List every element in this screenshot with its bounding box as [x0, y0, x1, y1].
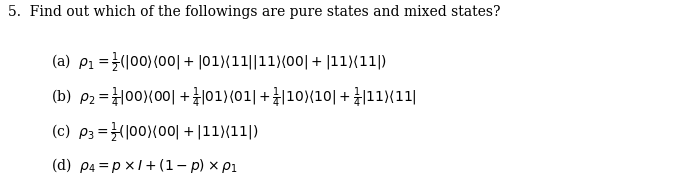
- Text: (d)  $\rho_4 = p \times I + (1-p) \times \rho_1$: (d) $\rho_4 = p \times I + (1-p) \times …: [51, 156, 237, 175]
- Text: (a)  $\rho_1 = \frac{1}{2}(|00\rangle\langle 00| + |01\rangle\langle 11||11\rang: (a) $\rho_1 = \frac{1}{2}(|00\rangle\lan…: [51, 50, 386, 75]
- Text: (c)  $\rho_3 = \frac{1}{2}(|00\rangle\langle 00| + |11\rangle\langle 11|)$: (c) $\rho_3 = \frac{1}{2}(|00\rangle\lan…: [51, 121, 258, 145]
- Text: 5.  Find out which of the followings are pure states and mixed states?: 5. Find out which of the followings are …: [8, 5, 500, 19]
- Text: (b)  $\rho_2 = \frac{1}{4}|00\rangle\langle 00| + \frac{1}{4}|01\rangle\langle 0: (b) $\rho_2 = \frac{1}{4}|00\rangle\lang…: [51, 86, 417, 110]
